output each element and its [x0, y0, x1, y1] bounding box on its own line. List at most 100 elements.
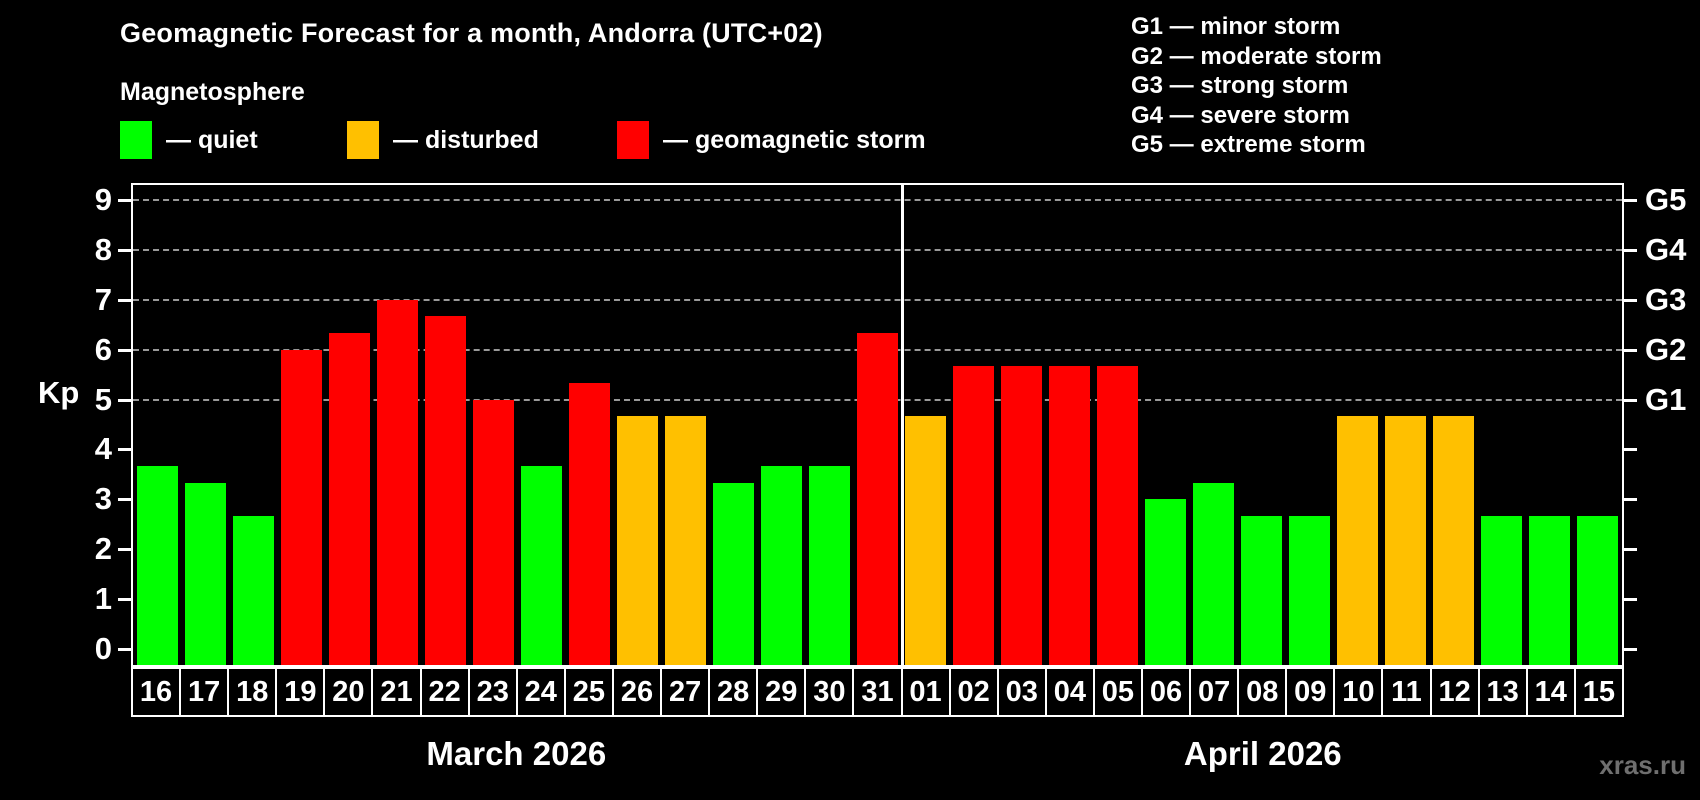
bar-slot-06 — [1142, 185, 1190, 665]
bar-slot-24 — [517, 185, 565, 665]
date-cell-09: 09 — [1285, 667, 1336, 717]
bar-slot-21 — [373, 185, 421, 665]
bar-slot-31 — [853, 185, 901, 665]
y-tick-left-7 — [118, 299, 131, 302]
date-cell-28: 28 — [708, 667, 759, 717]
date-cell-20: 20 — [323, 667, 374, 717]
date-axis: 16 17 18 19 20 21 22 23 24 25 26 27 28 29 30 31 01 02 03 04… — [131, 667, 1624, 717]
bar-slot-28 — [709, 185, 757, 665]
legend-item-storm: — geomagnetic storm — [617, 121, 926, 159]
y-tick-right-9 — [1624, 199, 1637, 202]
kp-bar-day-06 — [1145, 499, 1187, 665]
kp-bar-day-09 — [1289, 515, 1331, 665]
kp-bar-day-04 — [1049, 366, 1091, 665]
date-cell-03: 03 — [996, 667, 1047, 717]
y-tick-left-3 — [118, 498, 131, 501]
y-axis-title: Kp — [38, 375, 80, 410]
plot-area — [131, 183, 1624, 667]
g-scale-legend: G1 — minor storm G2 — moderate storm G3 — … — [1131, 12, 1382, 160]
y-tick-right-4 — [1624, 448, 1637, 451]
bar-slot-29 — [757, 185, 805, 665]
y-tick-label-4: 4 — [94, 431, 112, 466]
kp-bar-day-21 — [376, 299, 418, 665]
y-tick-right-0 — [1624, 648, 1637, 651]
y-tick-label-5: 5 — [94, 382, 112, 417]
y-tick-label-7: 7 — [94, 282, 112, 317]
gridline-kp-8 — [133, 248, 1622, 251]
kp-bar-day-03 — [1001, 366, 1043, 665]
chart-title: Geomagnetic Forecast for a month, Andorr… — [120, 18, 823, 48]
g-scale-legend-line-1: G1 — minor storm — [1131, 13, 1341, 40]
g-axis-label-G3: G3 — [1645, 282, 1687, 317]
y-tick-label-2: 2 — [94, 531, 112, 566]
storm-swatch — [617, 121, 649, 159]
bar-slot-30 — [805, 185, 853, 665]
y-tick-left-9 — [118, 199, 131, 202]
kp-bar-day-05 — [1097, 366, 1139, 665]
kp-bar-day-15 — [1577, 515, 1619, 665]
date-cell-25: 25 — [563, 667, 614, 717]
month-label-1: March 2026 — [426, 735, 607, 772]
g-axis-label-G1: G1 — [1645, 382, 1687, 417]
g-axis-label-G2: G2 — [1645, 332, 1687, 367]
y-tick-right-6 — [1624, 349, 1637, 352]
date-cell-02: 02 — [948, 667, 999, 717]
kp-bar-day-16 — [136, 465, 178, 665]
status-legend: — quiet — disturbed — geomagnetic storm — [0, 121, 1100, 165]
bar-slot-26 — [613, 185, 661, 665]
date-cell-10: 10 — [1333, 667, 1384, 717]
date-cell-11: 11 — [1381, 667, 1432, 717]
bar-slot-15 — [1574, 185, 1622, 665]
kp-bar-day-13 — [1481, 515, 1523, 665]
kp-bar-day-22 — [424, 316, 466, 665]
y-tick-right-1 — [1624, 598, 1637, 601]
bar-slot-05 — [1094, 185, 1142, 665]
g-scale-legend-line-4: G4 — severe storm — [1131, 101, 1350, 129]
bar-slot-23 — [469, 185, 517, 665]
y-tick-left-4 — [118, 448, 131, 451]
bar-slot-22 — [421, 185, 469, 665]
kp-bar-day-18 — [232, 515, 274, 665]
kp-bar-day-29 — [760, 465, 802, 665]
y-tick-left-6 — [118, 349, 131, 352]
bar-slot-14 — [1526, 185, 1574, 665]
bar-slot-11 — [1382, 185, 1430, 665]
month-label-2: April 2026 — [1183, 735, 1342, 772]
kp-bar-day-19 — [280, 349, 322, 665]
bar-slot-10 — [1334, 185, 1382, 665]
date-cell-21: 21 — [371, 667, 422, 717]
magnetosphere-label: Magnetosphere — [120, 78, 305, 106]
date-cell-15: 15 — [1573, 667, 1624, 717]
y-tick-left-8 — [118, 249, 131, 252]
bar-slot-09 — [1286, 185, 1334, 665]
kp-bar-day-08 — [1241, 515, 1283, 665]
date-cell-13: 13 — [1477, 667, 1528, 717]
bar-slot-03 — [998, 185, 1046, 665]
date-cell-23: 23 — [467, 667, 518, 717]
g-axis-label-G4: G4 — [1645, 232, 1687, 267]
legend-item-quiet: — quiet — [120, 121, 258, 159]
bars-container — [133, 185, 1622, 665]
bar-slot-07 — [1190, 185, 1238, 665]
kp-bar-day-17 — [184, 482, 226, 665]
kp-bar-day-02 — [953, 366, 995, 665]
date-cell-08: 08 — [1237, 667, 1288, 717]
date-cell-16: 16 — [131, 667, 182, 717]
date-cell-12: 12 — [1429, 667, 1480, 717]
bar-slot-16 — [133, 185, 181, 665]
y-tick-right-5 — [1624, 399, 1637, 402]
g-scale-legend-line-3: G3 — strong storm — [1131, 72, 1349, 99]
kp-bar-day-01 — [905, 415, 947, 665]
date-cell-29: 29 — [756, 667, 807, 717]
y-tick-label-0: 0 — [94, 631, 112, 666]
date-cell-01: 01 — [900, 667, 951, 717]
date-cell-27: 27 — [660, 667, 711, 717]
y-tick-label-1: 1 — [94, 581, 112, 616]
kp-bar-day-25 — [568, 383, 610, 665]
gridline-kp-7 — [133, 298, 1622, 301]
date-cell-19: 19 — [275, 667, 326, 717]
month-labels: March 2026 April 2026 — [131, 735, 1624, 777]
bar-slot-25 — [565, 185, 613, 665]
date-cell-06: 06 — [1140, 667, 1192, 717]
kp-bar-day-24 — [520, 465, 562, 665]
